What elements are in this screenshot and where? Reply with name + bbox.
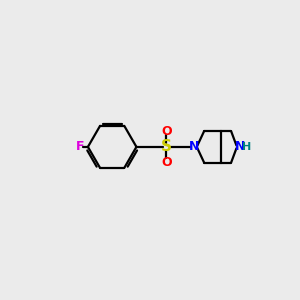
Text: O: O xyxy=(161,156,172,169)
Text: N: N xyxy=(235,140,245,153)
Text: S: S xyxy=(161,140,172,154)
Text: N: N xyxy=(189,140,200,153)
Text: H: H xyxy=(242,142,251,152)
Text: O: O xyxy=(161,125,172,138)
Text: F: F xyxy=(76,140,84,153)
